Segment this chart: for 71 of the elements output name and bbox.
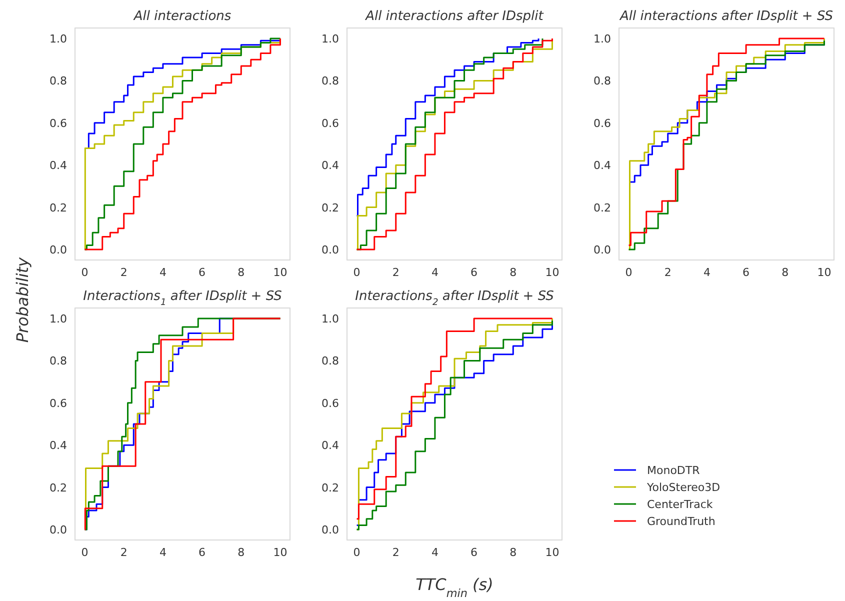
- y-tick-label: 0.4: [322, 439, 339, 452]
- y-tick-label: 0.4: [50, 439, 67, 452]
- y-tick-label: 1.0: [322, 312, 339, 326]
- y-tick-label: 1.0: [322, 32, 339, 46]
- y-tick-label: 0.8: [322, 74, 339, 88]
- y-tick-label: 0.6: [322, 116, 339, 130]
- x-tick-label: 10: [545, 546, 560, 559]
- x-tick-label: 0: [353, 546, 360, 559]
- legend-label: CenterTrack: [647, 498, 714, 511]
- x-tick-label: 2: [392, 546, 400, 559]
- legend-label: MonoDTR: [647, 464, 700, 477]
- y-tick-label: 0.6: [322, 396, 339, 410]
- x-tick-label: 4: [431, 266, 438, 279]
- x-tick-label: 2: [120, 266, 128, 279]
- y-tick-label: 0.0: [322, 523, 339, 536]
- y-tick-label: 0.8: [322, 354, 339, 368]
- x-tick-label: 6: [198, 546, 206, 559]
- x-tick-label: 4: [159, 266, 166, 279]
- y-tick-label: 0.8: [50, 74, 67, 88]
- x-tick-label: 2: [392, 266, 400, 279]
- y-tick-label: 1.0: [594, 32, 611, 46]
- y-tick-label: 0.0: [322, 243, 339, 256]
- x-tick-label: 6: [198, 266, 206, 279]
- legend-label: YoloStereo3D: [646, 481, 720, 494]
- y-tick-label: 0.2: [322, 201, 339, 214]
- y-tick-label: 0.2: [50, 201, 67, 214]
- y-tick-label: 0.8: [50, 354, 67, 368]
- x-tick-label: 8: [238, 546, 245, 559]
- x-tick-label: 8: [238, 266, 245, 279]
- x-tick-label: 0: [81, 546, 88, 559]
- x-tick-label: 4: [159, 546, 166, 559]
- x-tick-label: 6: [470, 266, 478, 279]
- y-tick-label: 0.2: [322, 481, 339, 494]
- y-tick-label: 0.2: [594, 201, 611, 214]
- chart-title: Interactions$_{2}$ after IDsplit + SS: [355, 289, 554, 308]
- y-tick-label: 0.0: [594, 243, 611, 256]
- x-tick-label: 0: [81, 266, 88, 279]
- y-tick-label: 1.0: [50, 312, 67, 326]
- x-tick-label: 2: [664, 266, 672, 279]
- x-tick-label: 8: [782, 266, 789, 279]
- y-tick-label: 0.4: [594, 159, 611, 172]
- x-axis-title: TTC$_{min}$ (s): [416, 575, 494, 600]
- y-tick-label: 0.6: [50, 116, 67, 130]
- y-axis-title: Probability: [13, 256, 32, 343]
- chart-title: All interactions after IDsplit: [364, 9, 544, 24]
- x-tick-label: 6: [742, 266, 750, 279]
- y-tick-label: 0.0: [50, 243, 67, 256]
- x-tick-label: 4: [703, 266, 710, 279]
- y-tick-label: 0.6: [594, 116, 611, 130]
- y-tick-label: 0.6: [50, 396, 67, 410]
- x-tick-label: 2: [120, 546, 128, 559]
- y-tick-label: 0.4: [50, 159, 67, 172]
- x-tick-label: 10: [273, 266, 288, 279]
- chart-title: Interactions$_{1}$ after IDsplit + SS: [83, 289, 282, 308]
- x-tick-label: 8: [510, 266, 517, 279]
- chart-title: All interactions after IDsplit + SS: [619, 9, 833, 24]
- y-tick-label: 0.2: [50, 481, 67, 494]
- chart-title: All interactions: [132, 9, 232, 24]
- x-tick-label: 10: [817, 266, 832, 279]
- x-tick-label: 8: [510, 546, 517, 559]
- x-tick-label: 10: [545, 266, 560, 279]
- x-tick-label: 10: [273, 546, 288, 559]
- y-tick-label: 0.0: [50, 523, 67, 536]
- x-tick-label: 6: [470, 546, 478, 559]
- x-tick-label: 4: [431, 546, 438, 559]
- y-tick-label: 1.0: [50, 32, 67, 46]
- y-tick-label: 0.4: [322, 159, 339, 172]
- x-tick-label: 0: [625, 266, 632, 279]
- x-tick-label: 0: [353, 266, 360, 279]
- legend-label: GroundTruth: [647, 515, 716, 528]
- y-tick-label: 0.8: [594, 74, 611, 88]
